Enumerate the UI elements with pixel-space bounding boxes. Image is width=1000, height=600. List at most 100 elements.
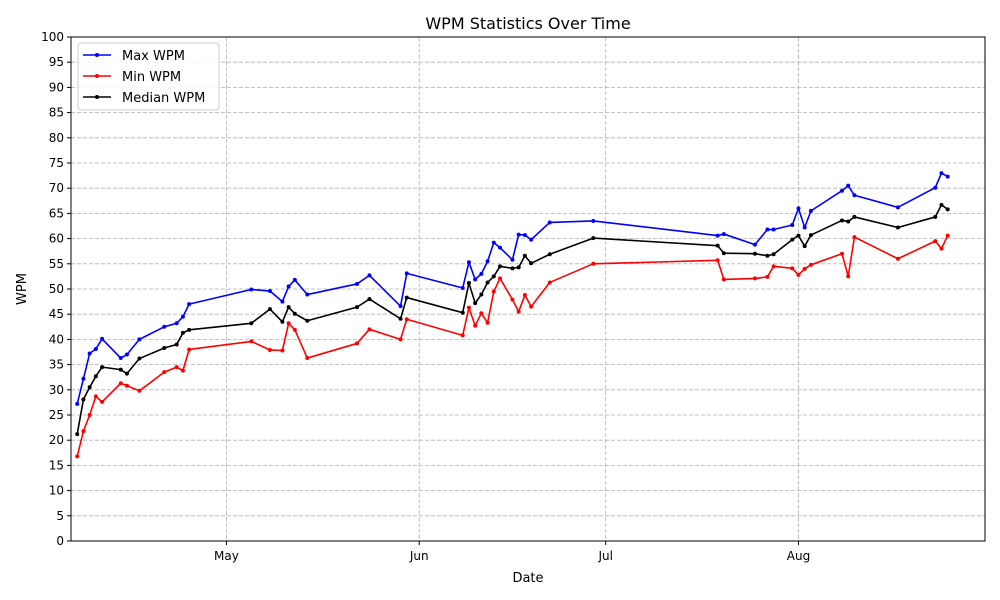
data-point <box>367 297 372 302</box>
data-point <box>895 256 900 261</box>
data-point <box>81 376 86 381</box>
data-point <box>286 321 291 326</box>
data-point <box>485 259 490 264</box>
data-point <box>522 233 527 238</box>
x-tick-label: Jun <box>409 549 429 563</box>
data-point <box>498 264 503 269</box>
y-tick-label: 50 <box>49 282 64 296</box>
y-tick-label: 80 <box>49 131 64 145</box>
y-tick-label: 35 <box>49 358 64 372</box>
data-point <box>790 222 795 227</box>
data-point <box>516 309 521 314</box>
data-point <box>187 327 192 332</box>
data-point <box>529 261 534 266</box>
data-point <box>765 227 770 232</box>
data-point <box>367 273 372 278</box>
data-point <box>249 287 254 292</box>
data-point <box>715 233 720 238</box>
data-point <box>846 183 851 188</box>
data-point <box>491 240 496 245</box>
data-point <box>498 276 503 281</box>
data-point <box>280 319 285 324</box>
data-point <box>292 327 297 332</box>
series-line <box>76 172 949 405</box>
data-point <box>81 397 86 402</box>
chart-title: WPM Statistics Over Time <box>425 14 630 33</box>
data-point <box>852 235 857 240</box>
y-tick-label: 20 <box>49 433 64 447</box>
data-point <box>510 297 515 302</box>
data-point <box>715 258 720 263</box>
data-point <box>846 219 851 224</box>
data-point <box>479 271 484 276</box>
data-point <box>404 317 409 322</box>
data-point <box>280 299 285 304</box>
data-point <box>933 185 938 190</box>
data-point <box>100 365 105 370</box>
data-point <box>286 305 291 310</box>
data-point <box>137 388 142 393</box>
y-tick-label: 65 <box>49 206 64 220</box>
y-tick-label: 70 <box>49 181 64 195</box>
data-point <box>118 381 123 386</box>
data-point <box>100 336 105 341</box>
series-layer <box>75 171 950 459</box>
data-point <box>75 401 80 406</box>
data-point <box>765 274 770 279</box>
data-point <box>124 383 129 388</box>
data-point <box>796 206 801 211</box>
data-point <box>939 171 944 176</box>
data-point <box>765 253 770 258</box>
data-point <box>516 265 521 270</box>
data-point <box>398 337 403 342</box>
data-point <box>180 330 185 335</box>
data-point <box>547 252 552 257</box>
data-point <box>802 244 807 249</box>
data-point <box>87 385 92 390</box>
data-point <box>591 236 596 241</box>
data-point <box>124 352 129 357</box>
data-point <box>249 321 254 326</box>
data-point <box>715 243 720 248</box>
data-point <box>162 370 167 375</box>
data-point <box>522 253 527 258</box>
data-point <box>485 320 490 325</box>
data-point <box>895 205 900 210</box>
data-point <box>790 237 795 242</box>
y-tick-label: 75 <box>49 156 64 170</box>
data-point <box>93 394 98 399</box>
data-point <box>137 337 142 342</box>
data-point <box>721 251 726 256</box>
data-point <box>87 413 92 417</box>
data-point <box>473 277 478 282</box>
data-point <box>118 367 123 372</box>
y-tick-label: 60 <box>49 232 64 246</box>
y-tick-label: 10 <box>49 484 64 498</box>
data-point <box>839 251 844 256</box>
data-point <box>516 232 521 237</box>
data-point <box>118 356 123 361</box>
data-point <box>752 242 757 247</box>
data-point <box>510 266 515 271</box>
data-point <box>355 281 360 286</box>
legend-marker <box>95 74 99 78</box>
data-point <box>933 239 938 244</box>
data-point <box>939 202 944 207</box>
data-point <box>180 368 185 373</box>
data-point <box>479 311 484 316</box>
data-point <box>87 351 92 356</box>
data-point <box>162 324 167 329</box>
y-tick-label: 0 <box>56 534 64 548</box>
axes-layer: 0 5 10 15 20 25 30 35 40 45 50 55 60 65 70 75 80 85 90 95 10… <box>41 30 810 563</box>
data-point <box>466 260 471 265</box>
data-point <box>249 339 254 344</box>
y-axis-label: WPM <box>15 273 30 305</box>
data-point <box>355 341 360 346</box>
data-point <box>305 356 310 361</box>
data-point <box>75 432 80 437</box>
data-point <box>547 220 552 225</box>
data-point <box>771 227 776 232</box>
data-point <box>846 274 851 279</box>
data-point <box>404 271 409 276</box>
data-point <box>491 274 496 279</box>
